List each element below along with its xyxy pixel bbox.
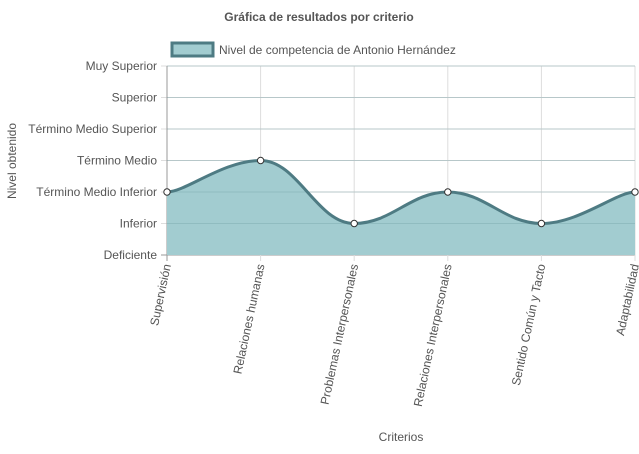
legend-swatch bbox=[170, 41, 215, 58]
x-tick-labels: Supervisión Relaciones humanas Problemas I… bbox=[147, 262, 639, 407]
data-point[interactable] bbox=[163, 188, 171, 196]
x-tick-label: Relaciones humanas bbox=[231, 263, 268, 376]
x-tick-label: Problemas Interpersonales bbox=[318, 263, 362, 406]
x-tick-label: Relaciones Interpersonales bbox=[411, 263, 455, 408]
data-point[interactable] bbox=[444, 188, 452, 196]
series-line bbox=[166, 158, 636, 226]
y-tick-label: Muy Superior bbox=[86, 59, 157, 73]
y-axis-title: Nivel obtenido bbox=[5, 123, 19, 199]
x-tick-label: Sentido Común y Tacto bbox=[509, 262, 549, 386]
y-tick-labels: Deficiente Inferior Término Medio Inferior… bbox=[28, 59, 157, 262]
x-tick-label: Supervisión bbox=[147, 263, 174, 327]
y-tick-label: Deficiente bbox=[104, 248, 158, 262]
data-point[interactable] bbox=[537, 219, 546, 228]
y-tick-label: Superior bbox=[112, 91, 157, 105]
y-tick-label: Término Medio Inferior bbox=[36, 185, 157, 199]
points-layer bbox=[163, 156, 639, 228]
data-point[interactable] bbox=[256, 156, 265, 165]
chart-title: Gráfica de resultados por criterio bbox=[224, 10, 413, 24]
x-tick-label: Adaptabilidad bbox=[613, 263, 639, 337]
y-tick-label: Inferior bbox=[120, 217, 157, 231]
legend-label: Nivel de competencia de Antonio Hernánde… bbox=[219, 43, 456, 57]
data-point[interactable] bbox=[631, 188, 639, 196]
y-tick-label: Término Medio bbox=[77, 154, 157, 168]
data-point[interactable] bbox=[350, 219, 358, 228]
x-axis-title: Criterios bbox=[379, 430, 424, 444]
legend[interactable]: Nivel de competencia de Antonio Hernánde… bbox=[170, 41, 456, 58]
y-tick-label: Término Medio Superior bbox=[28, 122, 157, 136]
area-layer bbox=[166, 65, 636, 255]
